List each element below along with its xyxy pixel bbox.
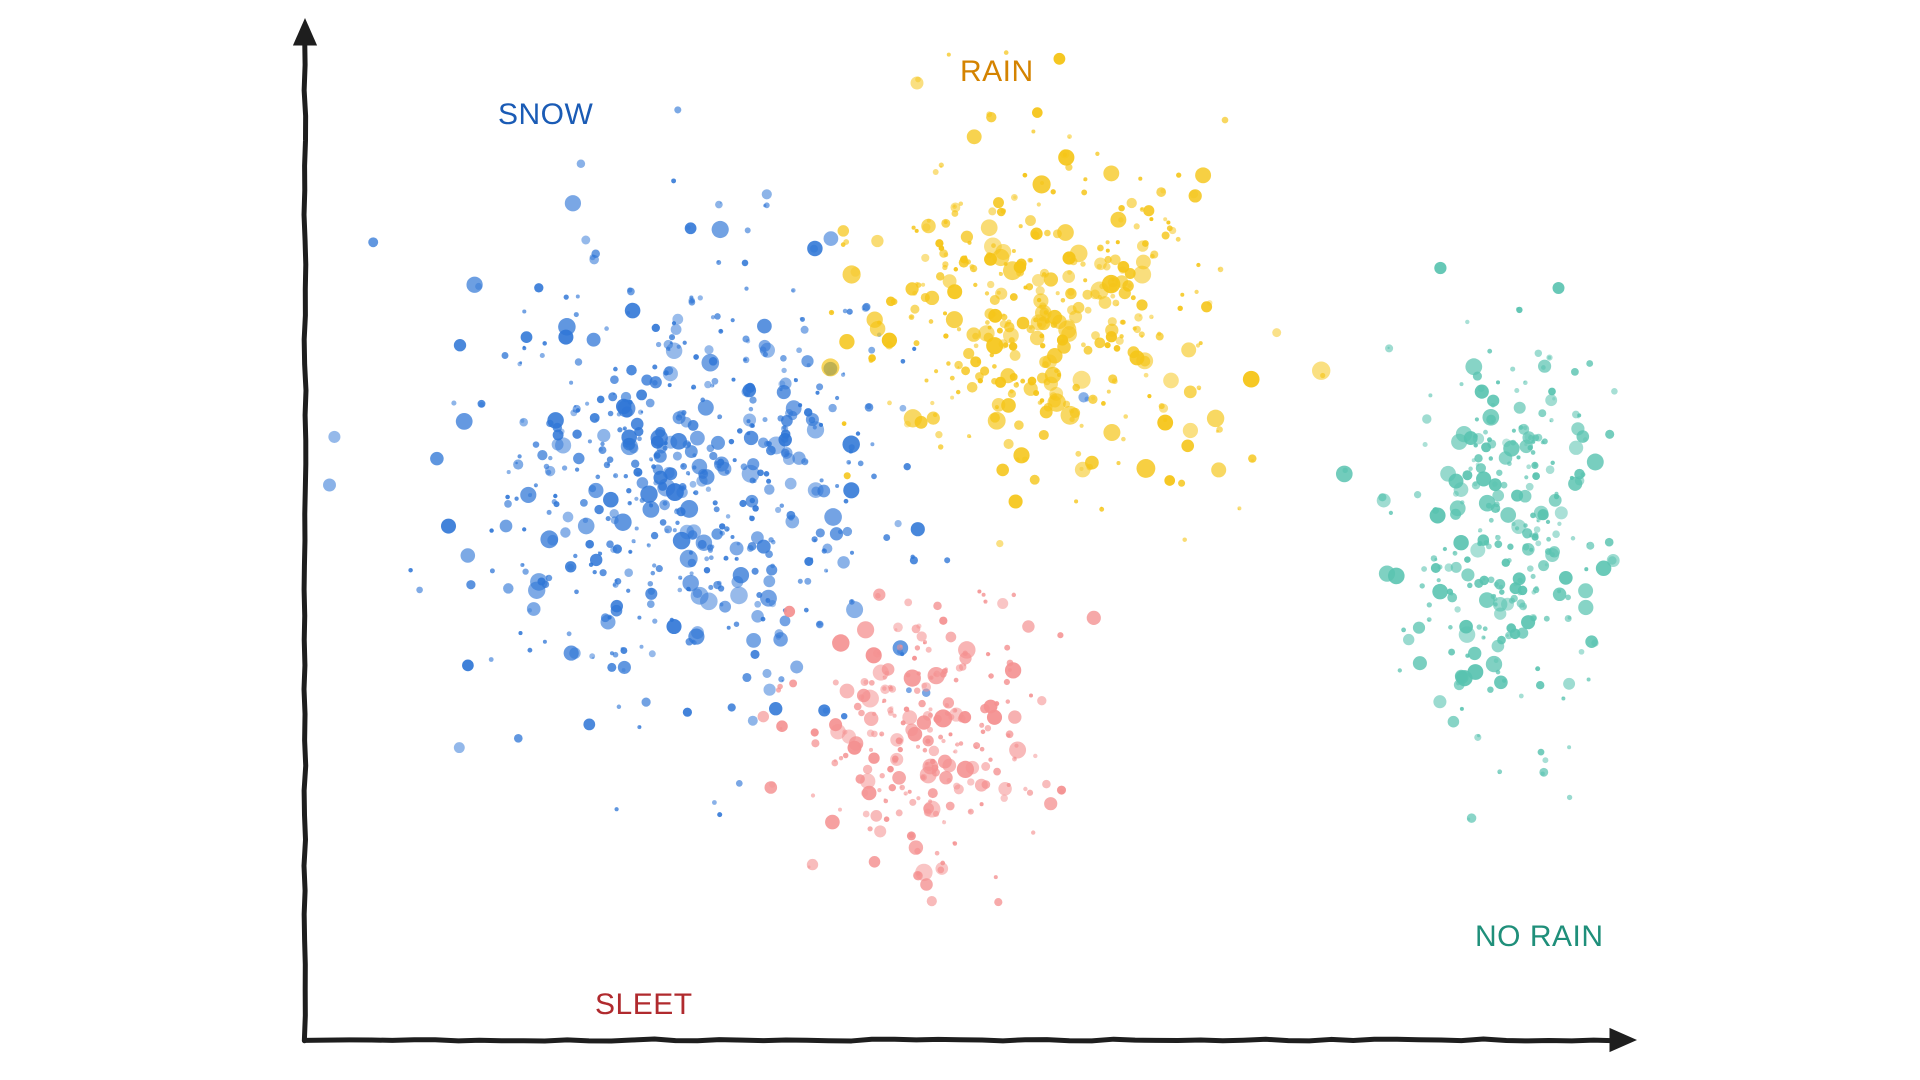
scatter-plot bbox=[0, 0, 1920, 1080]
label-snow: SNOW bbox=[498, 98, 593, 132]
chart-container: SNOW RAIN SLEET NO RAIN bbox=[0, 0, 1920, 1080]
label-norain: NO RAIN bbox=[1475, 920, 1604, 954]
scatter-points bbox=[323, 50, 1620, 906]
label-rain: RAIN bbox=[960, 55, 1034, 89]
label-sleet: SLEET bbox=[595, 988, 693, 1022]
axes bbox=[293, 18, 1637, 1052]
